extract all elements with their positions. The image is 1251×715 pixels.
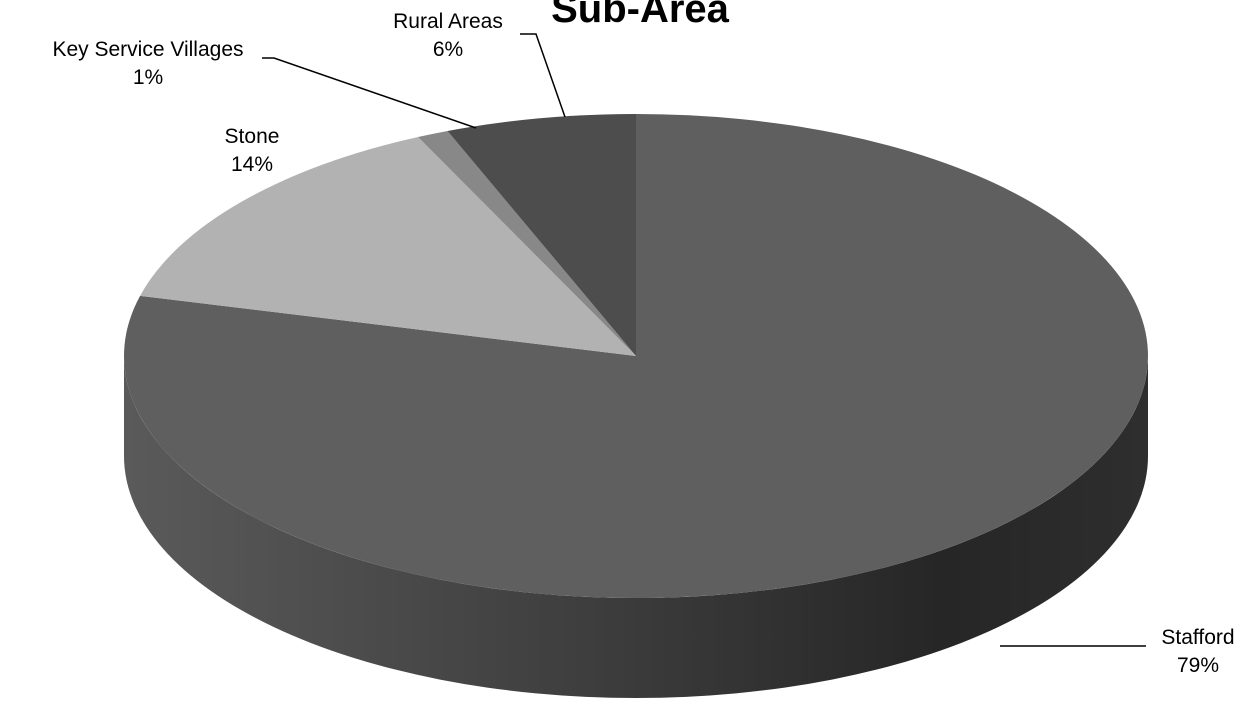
slice-labels: Stafford 79% Stone 14% Key Service Villages 1…	[52, 10, 1234, 677]
pie-slice-key-service-villages	[418, 130, 636, 356]
slice-label-stone: Stone	[225, 125, 280, 148]
pie-top-faces	[124, 114, 1148, 598]
leader-line-key-service-villages	[262, 57, 477, 129]
pie-slice-stone	[140, 137, 636, 356]
slice-percent-stone: 14%	[231, 153, 273, 176]
chart-title: Sub-Area	[551, 0, 730, 31]
leader-line-rural-areas	[520, 33, 566, 118]
leader-lines	[262, 33, 1146, 647]
slice-percent-rural-areas: 6%	[433, 38, 463, 61]
pie-side-walls	[124, 356, 1148, 698]
slice-label-key-service-villages: Key Service Villages	[52, 38, 243, 61]
pie-side-stafford	[124, 356, 1148, 698]
slice-label-rural-areas: Rural Areas	[393, 10, 503, 33]
slice-percent-key-service-villages: 1%	[133, 66, 163, 89]
slice-percent-stafford: 79%	[1177, 654, 1219, 677]
pie-slice-rural-areas	[447, 114, 636, 356]
slice-label-stafford: Stafford	[1161, 626, 1234, 649]
